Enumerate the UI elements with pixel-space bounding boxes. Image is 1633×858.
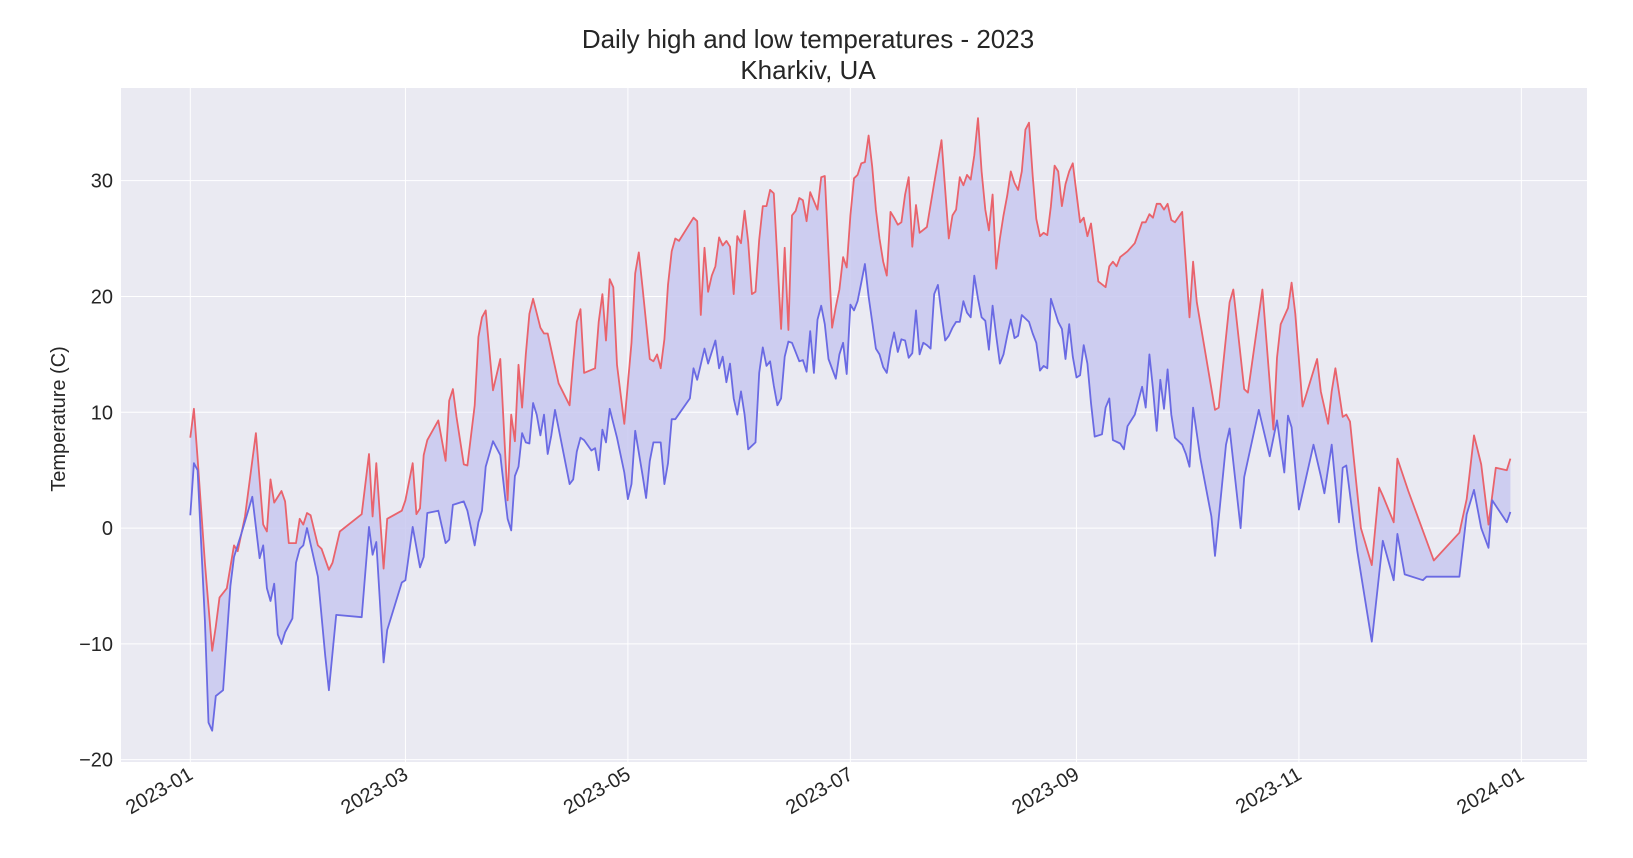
x-tick-label: 2023-03 xyxy=(337,763,412,819)
x-axis-ticks: 2023-01 2023-03 2023-05 2023-07 2023-09 2023-… xyxy=(122,763,1528,819)
y-tick-label: 30 xyxy=(91,171,113,193)
high-low-fill-band xyxy=(190,118,1511,731)
y-axis-ticks: −20 −10 0 10 20 30 xyxy=(79,171,113,772)
x-tick-label: 2023-01 xyxy=(122,763,197,819)
y-tick-label: 20 xyxy=(91,286,113,308)
y-tick-label: −20 xyxy=(79,750,113,772)
low-temperature-line xyxy=(189,263,1512,732)
x-tick-label: 2023-07 xyxy=(782,763,857,819)
x-tick-label: 2023-11 xyxy=(1232,763,1305,818)
x-tick-label: 2023-05 xyxy=(560,763,635,819)
x-tick-label: 2023-09 xyxy=(1008,763,1083,819)
chart-subtitle: Kharkiv, UA xyxy=(740,55,876,85)
high-temperature-line xyxy=(189,117,1512,652)
y-tick-label: −10 xyxy=(79,634,113,656)
y-axis-label: Temperature (C) xyxy=(48,346,70,492)
y-tick-label: 0 xyxy=(102,518,113,540)
y-tick-label: 10 xyxy=(91,402,113,424)
x-tick-label: 2024-01 xyxy=(1453,763,1528,819)
chart-title: Daily high and low temperatures - 2023 xyxy=(582,24,1034,54)
